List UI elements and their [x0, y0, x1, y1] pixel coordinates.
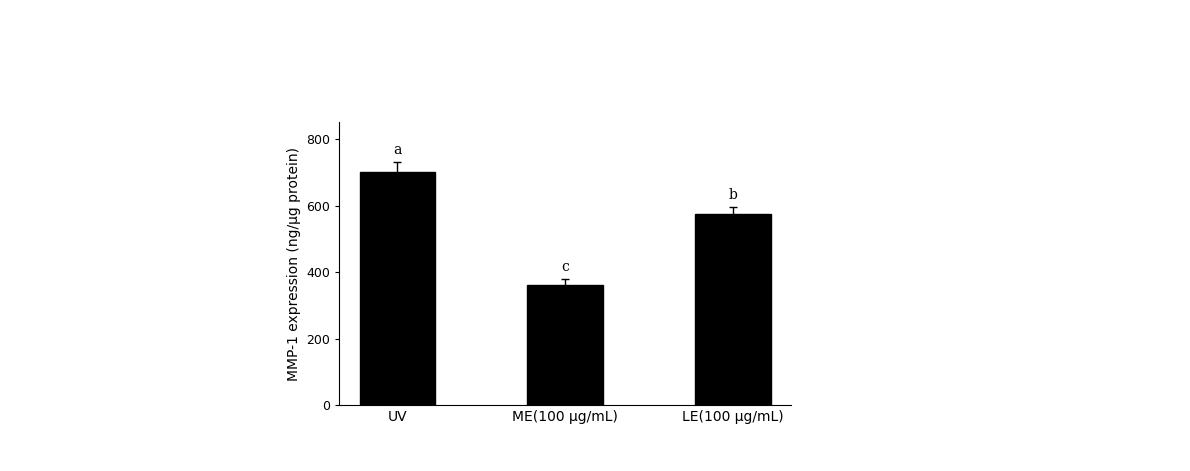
Text: a: a	[393, 143, 402, 157]
Bar	[359, 172, 436, 405]
Bar	[695, 214, 771, 405]
Text: c: c	[562, 260, 569, 275]
Text: b: b	[728, 188, 738, 202]
Bar	[527, 285, 603, 405]
Y-axis label: MMP-1 expression (ng/μg protein): MMP-1 expression (ng/μg protein)	[287, 147, 301, 381]
